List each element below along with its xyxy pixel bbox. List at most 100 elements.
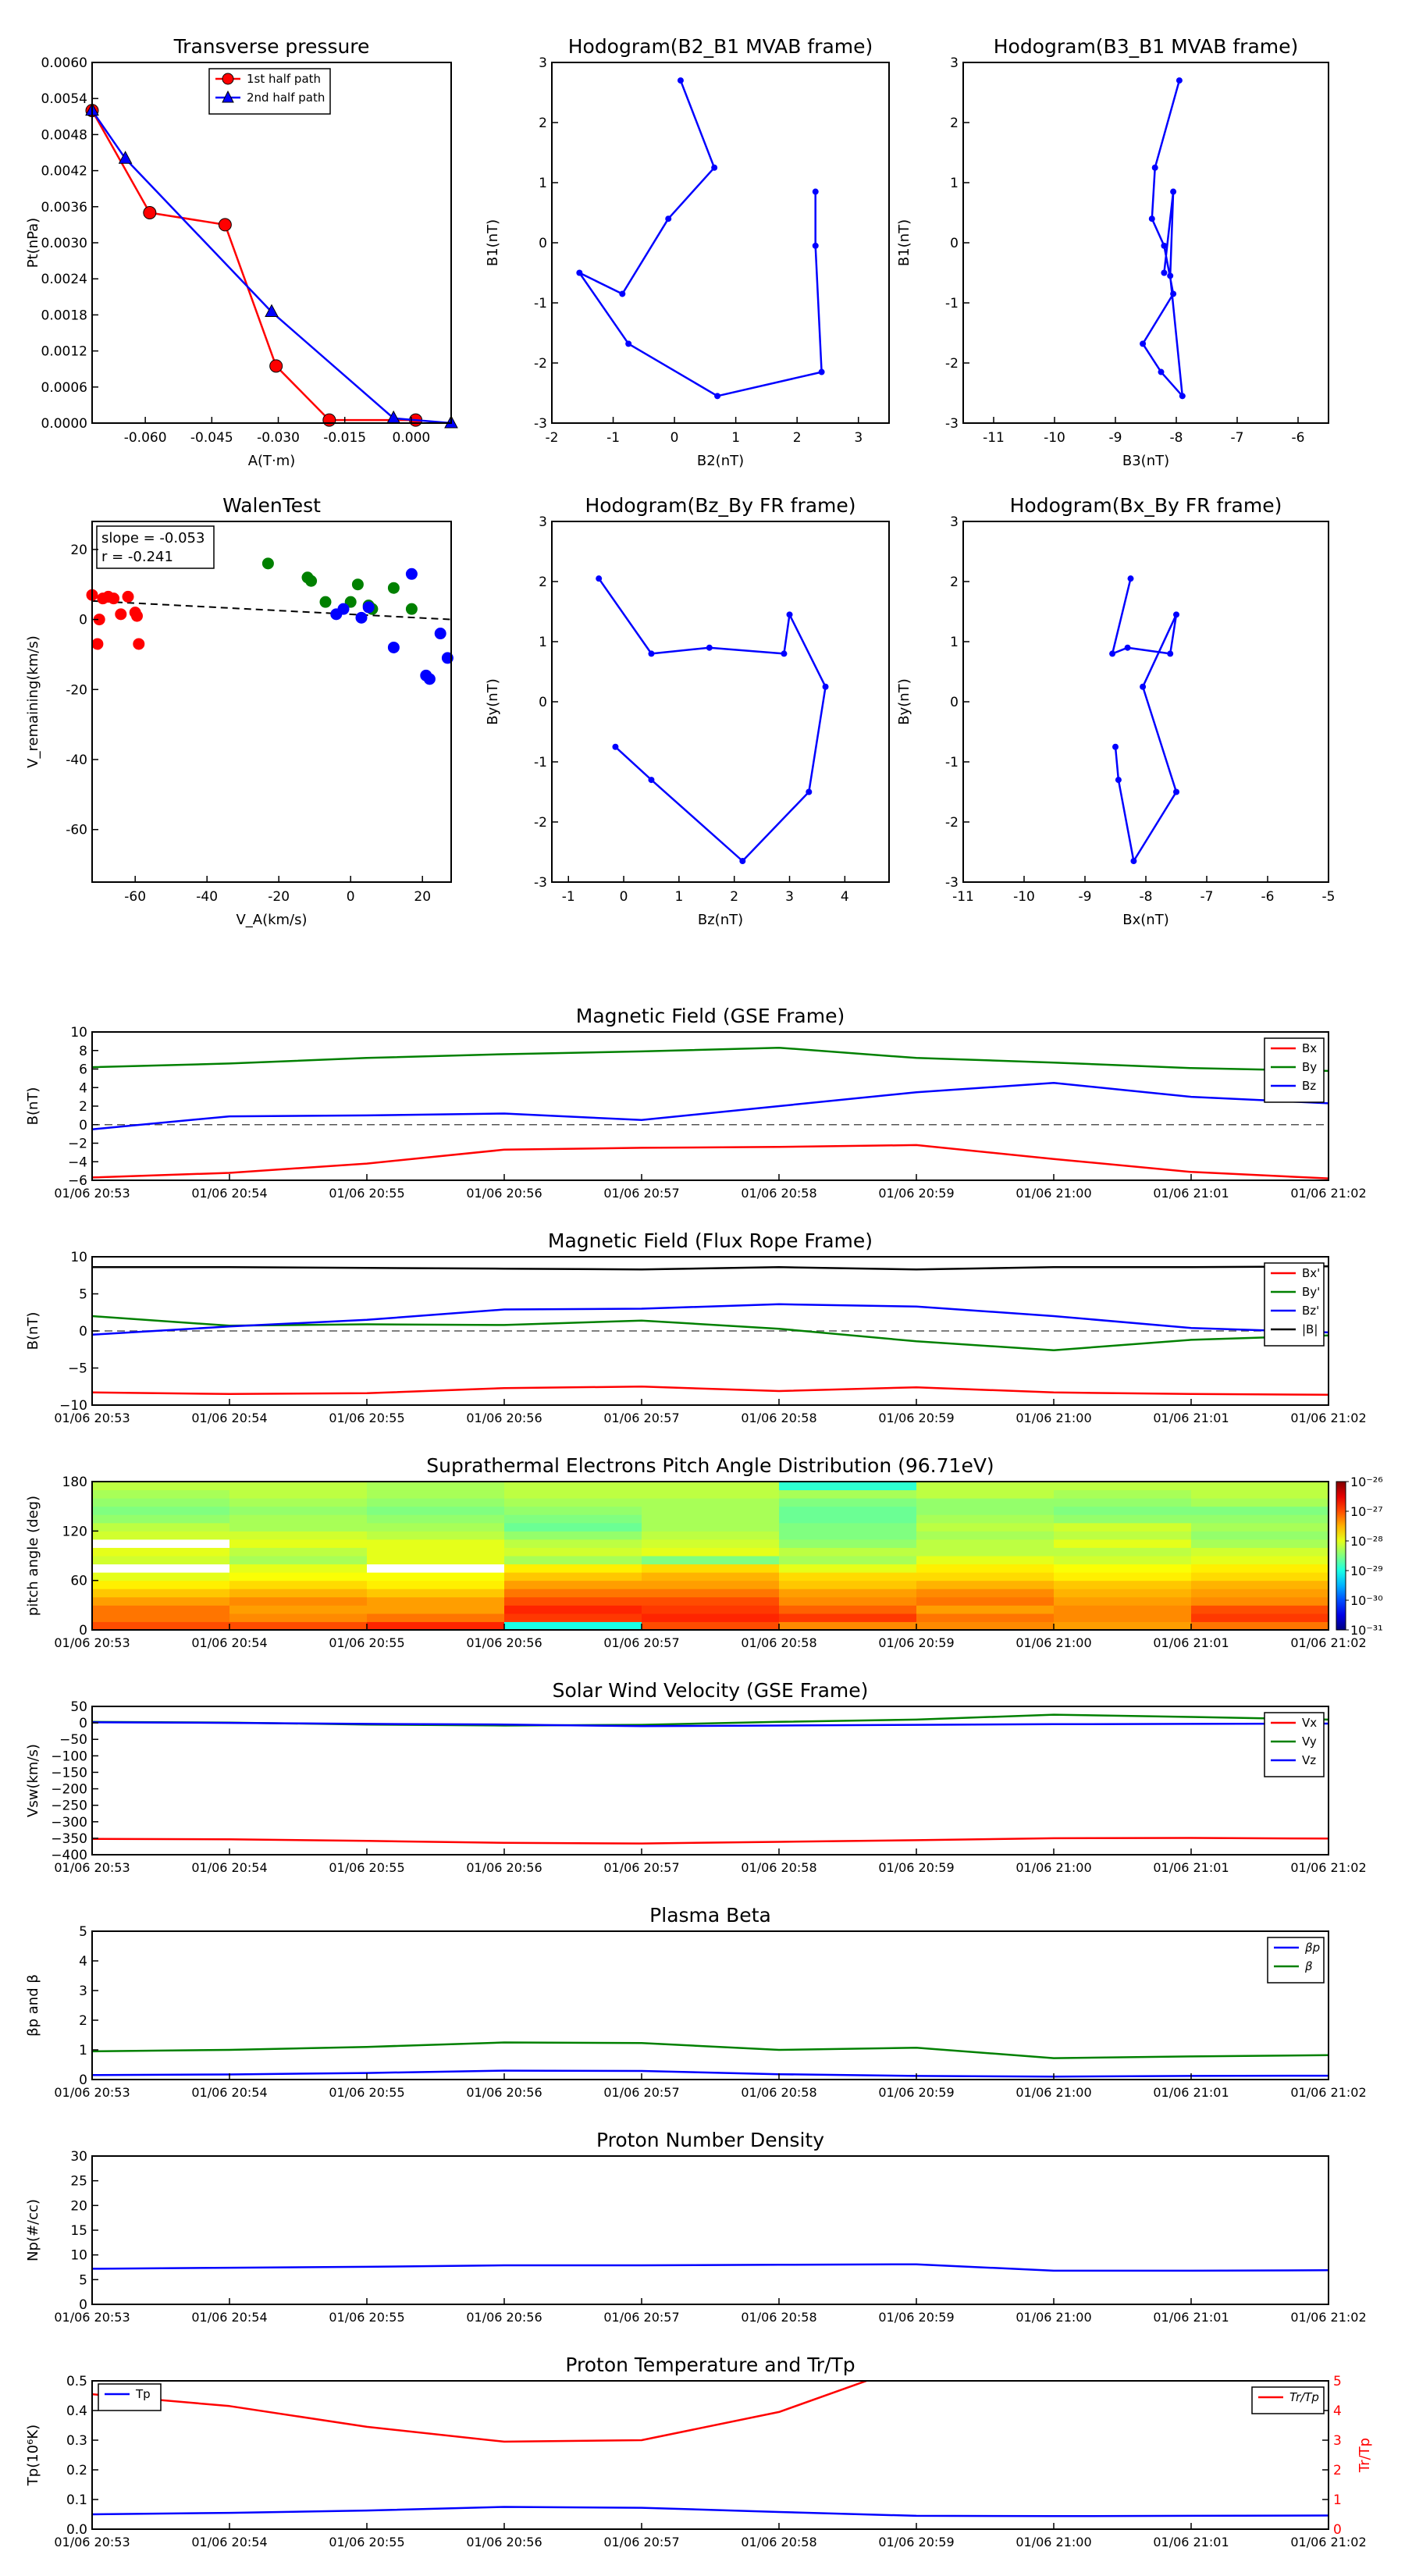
h1-ytick-label: 1	[539, 176, 547, 191]
bfr-time-tick-label: 01/06 20:56	[466, 1411, 542, 1425]
np-series-line	[92, 2263, 1329, 2272]
pad-cell	[779, 1621, 917, 1631]
h3-xtick-label: -1	[562, 889, 575, 905]
h3-ytick-label: 2	[539, 575, 547, 590]
pad-cell	[229, 1564, 368, 1573]
h4-xtick-label: -10	[1013, 889, 1035, 905]
h3-plot-frame	[551, 521, 890, 883]
pad-cell	[642, 1564, 780, 1573]
pad-cell	[916, 1482, 1055, 1491]
pad-cell	[504, 1547, 642, 1557]
pt-data-point	[269, 359, 283, 373]
bfr-ytick-label: 5	[79, 1287, 87, 1303]
h4-xtick-label: -9	[1079, 889, 1092, 905]
pad-cell	[642, 1572, 780, 1582]
pt-x-label: A(T·m)	[248, 453, 296, 469]
pad-cell	[92, 1506, 230, 1515]
tp-ytick-label: 0.4	[66, 2403, 87, 2419]
bgse-time-tick-label: 01/06 20:55	[329, 1186, 404, 1201]
beta-ytick-label: 5	[79, 1924, 87, 1940]
beta-time-tick-label: 01/06 20:53	[54, 2085, 130, 2100]
h4-plot-frame	[962, 521, 1329, 883]
pt-title: Transverse pressure	[173, 35, 370, 58]
bgse-y-label: B(nT)	[25, 1087, 41, 1126]
pad-cell	[916, 1596, 1055, 1606]
tp-ytick-label: 0.0	[66, 2522, 87, 2538]
bgse-ytick-label: −4	[68, 1155, 87, 1170]
vsw-legend-label: Vz	[1302, 1753, 1316, 1767]
walen-r-label: r = -0.241	[101, 549, 173, 565]
pad-cell	[229, 1580, 368, 1589]
bfr-time-tick-label: 01/06 20:58	[741, 1411, 816, 1425]
pad-cell	[229, 1596, 368, 1606]
h4-title: Hodogram(Bx_By FR frame)	[1010, 494, 1282, 517]
pad-cell	[779, 1498, 917, 1507]
pad-cell	[504, 1522, 642, 1532]
h3-title: Hodogram(Bz_By FR frame)	[585, 494, 855, 517]
pt-ytick-label: 0.0018	[41, 308, 87, 323]
tp-ytick-label: 0.2	[66, 2463, 87, 2478]
tp-left-legend-label: Tp	[135, 2387, 151, 2401]
np-plot-frame	[91, 2155, 1329, 2305]
walen-point-green	[344, 596, 357, 608]
h4-data-point	[1115, 777, 1122, 784]
pad-cell	[504, 1572, 642, 1582]
h1-data-point	[677, 77, 684, 84]
pad-cell	[916, 1564, 1055, 1573]
pad-cell	[779, 1572, 917, 1582]
h1-ytick-label: 2	[539, 116, 547, 131]
pad-cell	[642, 1539, 780, 1548]
beta-legend-label: β	[1304, 1959, 1313, 1973]
h2-data-point	[1151, 164, 1158, 171]
h2-data-point	[1170, 290, 1177, 297]
pt-data-point	[143, 206, 157, 219]
h4-data-point	[1124, 644, 1131, 651]
pad-colorbar-label: 10⁻²⁹	[1350, 1564, 1383, 1578]
pad-time-tick-label: 01/06 20:54	[191, 1635, 267, 1650]
h2-xtick-label: -6	[1292, 430, 1305, 446]
pad-cell	[642, 1506, 780, 1515]
h2-ytick-label: 3	[950, 55, 959, 71]
pad-cell	[916, 1531, 1055, 1540]
pad-cell	[916, 1621, 1055, 1631]
bgse-legend-label: Bx	[1302, 1041, 1317, 1055]
pad-ytick-label: 180	[62, 1475, 87, 1490]
np-time-tick-label: 01/06 20:58	[741, 2310, 816, 2325]
tp-time-tick-label: 01/06 20:57	[603, 2535, 679, 2549]
pad-cell	[229, 1539, 368, 1548]
np-ytick-label: 20	[70, 2198, 87, 2214]
np-time-tick-label: 01/06 21:02	[1290, 2310, 1366, 2325]
np-ytick-label: 30	[70, 2149, 87, 2165]
h3-xtick-label: 2	[730, 889, 738, 905]
h2-ytick-label: 1	[950, 176, 959, 191]
h1-ytick-label: 0	[539, 236, 547, 251]
vsw-time-tick-label: 01/06 20:55	[329, 1860, 404, 1875]
walen-point-green	[305, 575, 318, 587]
pad-time-tick-label: 01/06 20:55	[329, 1635, 404, 1650]
walen-point-red	[131, 610, 143, 622]
pad-cell	[367, 1605, 505, 1614]
pad-cell	[504, 1613, 642, 1622]
walen-xtick-label: -40	[196, 889, 218, 905]
walen-point-blue	[405, 568, 418, 580]
h4-data-point	[1109, 650, 1116, 657]
pad-cell	[367, 1531, 505, 1540]
bfr-ytick-label: −5	[68, 1361, 87, 1377]
bfr-time-tick-label: 01/06 21:00	[1016, 1411, 1091, 1425]
pad-cell	[92, 1580, 230, 1589]
pad-cell	[504, 1539, 642, 1548]
pad-cell	[1191, 1564, 1329, 1573]
pt-data-point	[118, 151, 133, 164]
pt-ytick-label: 0.0036	[41, 200, 87, 215]
tp-time-tick-label: 01/06 20:55	[329, 2535, 404, 2549]
beta-ytick-label: 3	[79, 1984, 87, 1999]
h4-xtick-label: -8	[1140, 889, 1153, 905]
h4-data-point	[1127, 575, 1134, 582]
pad-cell	[367, 1547, 505, 1557]
beta-ytick-label: 4	[79, 1954, 87, 1969]
h1-ytick-label: -3	[534, 416, 547, 432]
pad-time-tick-label: 01/06 20:59	[878, 1635, 954, 1650]
pad-cell	[1054, 1556, 1192, 1565]
pad-cell	[1054, 1489, 1192, 1499]
